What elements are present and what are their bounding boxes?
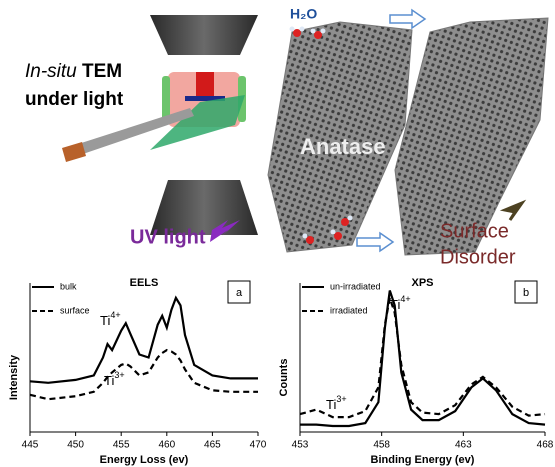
chart-title: EELS bbox=[130, 277, 159, 289]
annotation: Ti4+ bbox=[100, 310, 121, 328]
x-tick-label: 450 bbox=[67, 440, 84, 451]
y-axis-label: Intensity bbox=[8, 354, 20, 400]
figure: In-situ TEM under light Anatase H₂O UV l… bbox=[0, 0, 555, 467]
annotation-text: Ti bbox=[104, 373, 114, 388]
annotation-superscript: 3+ bbox=[336, 394, 346, 404]
arrow bbox=[390, 10, 425, 28]
annotation-text: Ti bbox=[100, 313, 110, 328]
x-tick-label: 458 bbox=[373, 440, 390, 451]
x-tick-label: 453 bbox=[292, 440, 309, 451]
legend-label: bulk bbox=[60, 281, 77, 291]
method-label: under light bbox=[25, 89, 124, 110]
annotation-text: Ti bbox=[326, 397, 336, 412]
beam-source bbox=[196, 72, 214, 96]
x-axis-label: Energy Loss (ev) bbox=[100, 454, 189, 466]
surface-label: Disorder bbox=[440, 246, 516, 268]
x-tick-label: 445 bbox=[22, 440, 39, 451]
x-tick-label: 463 bbox=[455, 440, 472, 451]
light-label: UV light bbox=[130, 226, 206, 248]
annotation: Ti3+ bbox=[104, 370, 125, 388]
annotation-superscript: 4+ bbox=[110, 310, 120, 320]
crystal-label: Anatase bbox=[300, 134, 386, 159]
annotation-text: Ti bbox=[390, 297, 400, 312]
legend-label: surface bbox=[60, 305, 90, 315]
y-axis-label: Counts bbox=[278, 359, 290, 397]
legend-label: un-irradiated bbox=[330, 281, 381, 291]
x-tick-label: 468 bbox=[537, 440, 554, 451]
x-axis-label: Binding Energy (ev) bbox=[371, 454, 475, 466]
annotation-superscript: 4+ bbox=[400, 294, 410, 304]
annotation-superscript: 3+ bbox=[114, 370, 124, 380]
x-tick-label: 460 bbox=[158, 440, 175, 451]
molecule-label: H₂O bbox=[290, 6, 317, 22]
rod-tip bbox=[62, 142, 86, 162]
chart-title: XPS bbox=[411, 277, 433, 289]
x-tick-label: 470 bbox=[250, 440, 267, 451]
legend-label: irradiated bbox=[330, 305, 368, 315]
annotation: Ti3+ bbox=[326, 394, 347, 412]
annotation: Ti4+ bbox=[390, 294, 411, 312]
x-tick-label: 465 bbox=[204, 440, 221, 451]
method-label: In-situ TEM bbox=[25, 61, 122, 82]
panel-label: a bbox=[236, 287, 243, 299]
surface-label: Surface bbox=[440, 220, 509, 242]
pole-piece bbox=[150, 15, 258, 55]
arrow bbox=[505, 203, 522, 220]
panel-label: b bbox=[523, 287, 529, 299]
series-line bbox=[30, 350, 258, 399]
arrow bbox=[357, 233, 393, 251]
x-tick-label: 455 bbox=[113, 440, 130, 451]
